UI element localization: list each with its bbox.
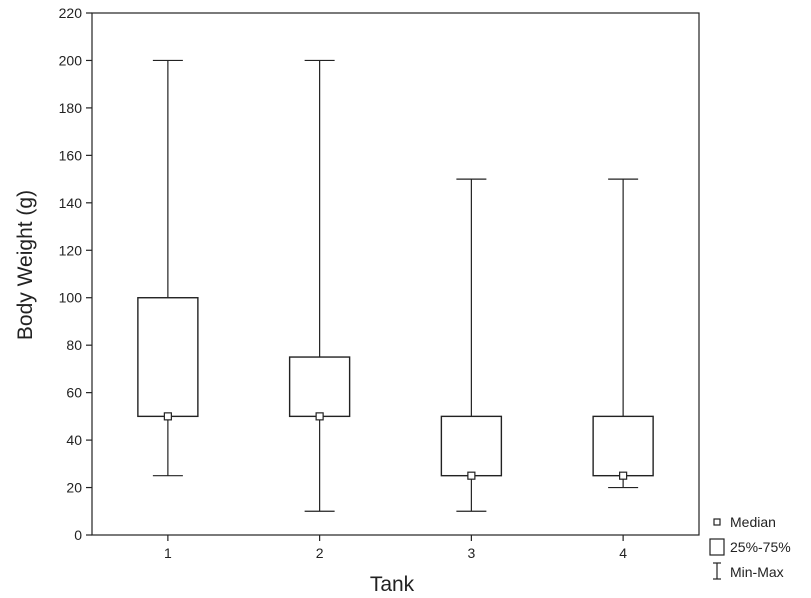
y-tick-label: 140 (59, 195, 83, 211)
box-group-2 (288, 59, 351, 512)
box-group-1 (137, 59, 199, 477)
median-marker (163, 412, 172, 421)
iqr-box (137, 297, 199, 418)
median-marker (315, 412, 324, 421)
box-group-3 (440, 178, 503, 512)
legend-label-box: 25%-75% (730, 539, 791, 555)
iqr-box (592, 415, 654, 477)
y-tick-label: 180 (59, 100, 83, 116)
y-tick-label: 120 (59, 242, 83, 258)
x-tick-label: 2 (316, 545, 324, 561)
median-marker (619, 471, 628, 480)
y-axis: 0 20 40 60 80 100 120 140 160 180 200 220 (59, 5, 92, 543)
y-axis-label: Body Weight (g) (14, 190, 37, 340)
legend-box-icon (709, 538, 725, 556)
legend-median-icon (713, 518, 721, 526)
boxes (137, 59, 654, 512)
y-tick-label: 220 (59, 5, 83, 21)
y-tick-label: 80 (66, 337, 82, 353)
y-tick-label: 0 (74, 527, 82, 543)
y-tick-label: 60 (66, 385, 82, 401)
iqr-box (288, 356, 351, 418)
y-tick-label: 100 (59, 290, 83, 306)
median-marker (467, 471, 476, 480)
y-tick-label: 160 (59, 147, 83, 163)
box-group-4 (592, 178, 654, 489)
legend-label-median: Median (730, 514, 776, 530)
plot-frame (91, 12, 700, 536)
legend: Median 25%-75% Min-Max (709, 514, 791, 580)
x-tick-label: 3 (467, 545, 475, 561)
legend-label-minmax: Min-Max (730, 564, 784, 580)
y-tick-label: 20 (66, 480, 82, 496)
iqr-box (440, 415, 503, 477)
x-tick-label: 4 (619, 545, 627, 561)
y-tick-label: 40 (66, 432, 82, 448)
x-axis-label: Tank (370, 573, 415, 596)
x-axis: 1 2 3 4 (164, 535, 627, 561)
y-tick-label: 200 (59, 52, 83, 68)
legend-whisker-icon (713, 562, 721, 580)
x-tick-label: 1 (164, 545, 172, 561)
